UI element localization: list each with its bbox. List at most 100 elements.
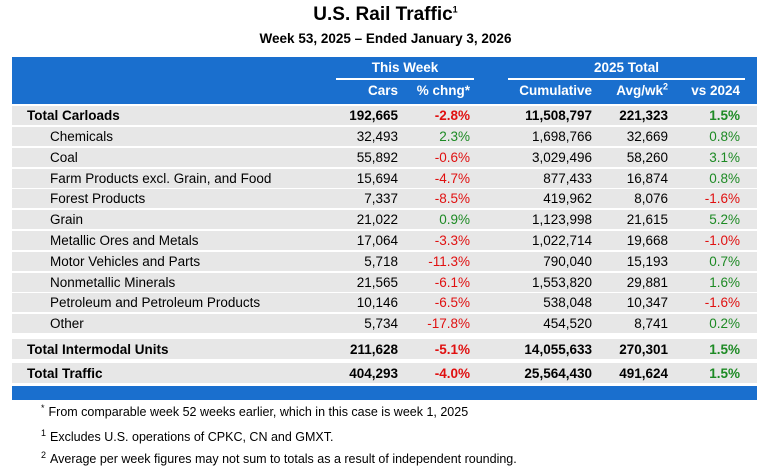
row-background xyxy=(12,189,757,209)
cell: 1.5% xyxy=(709,365,740,381)
title-text: U.S. Rail Traffic xyxy=(313,4,453,25)
cell: 5,718 xyxy=(364,253,398,269)
cell: 1.5% xyxy=(709,341,740,357)
cell: 491,624 xyxy=(619,365,668,381)
header-band xyxy=(12,57,757,104)
cell: 3,029,496 xyxy=(531,149,592,165)
row-label: Petroleum and Petroleum Products xyxy=(50,295,261,311)
cell: 1.5% xyxy=(709,108,740,123)
row-background xyxy=(12,339,757,359)
cell: -1.0% xyxy=(704,233,740,248)
cell: 0.8% xyxy=(709,170,740,186)
footnote: 2 Average per week figures may not sum to… xyxy=(41,449,517,466)
cell: 25,564,430 xyxy=(524,365,592,381)
cell: 7,337 xyxy=(364,191,398,207)
cell: -4.0% xyxy=(434,365,470,381)
row-background xyxy=(12,127,757,146)
row-label: Coal xyxy=(50,149,78,165)
cell: 5.2% xyxy=(709,212,740,228)
column-header: % chng* xyxy=(416,83,470,98)
row-background xyxy=(12,363,757,383)
cell: -6.5% xyxy=(434,295,470,311)
cell: 32,493 xyxy=(356,129,398,144)
cell: 14,055,633 xyxy=(524,341,592,357)
title-note: 1 xyxy=(452,4,458,15)
cell: 454,520 xyxy=(543,316,592,332)
cell: 15,193 xyxy=(626,253,668,269)
cell: -1.6% xyxy=(704,191,740,207)
row-label: Other xyxy=(50,316,84,332)
cell: 419,962 xyxy=(543,191,592,207)
cell: 19,668 xyxy=(626,233,668,248)
cell: 192,665 xyxy=(349,108,398,123)
cell: -4.7% xyxy=(434,170,470,186)
cell: 3.1% xyxy=(709,149,740,165)
cell: 211,628 xyxy=(349,341,398,357)
row-background xyxy=(12,231,757,250)
row-background xyxy=(12,106,757,125)
cell: -1.6% xyxy=(704,295,740,311)
cell: 1,553,820 xyxy=(531,274,592,290)
column-header: vs 2024 xyxy=(691,83,740,98)
column-header: Cumulative xyxy=(519,83,592,98)
cell: -0.6% xyxy=(434,149,470,165)
cell: 0.9% xyxy=(439,212,470,228)
cell: 0.7% xyxy=(709,253,740,269)
cell: 29,881 xyxy=(626,274,668,290)
column-header: Avg/wk2 xyxy=(616,81,668,98)
column-header: Cars xyxy=(367,83,398,98)
row-background xyxy=(12,147,757,167)
footnote-text: From comparable week 52 weeks earlier, w… xyxy=(48,405,469,419)
group-underline xyxy=(508,78,745,80)
row-background xyxy=(12,272,757,292)
footnote-mark: 2 xyxy=(41,449,47,460)
cell: 15,694 xyxy=(356,170,398,186)
cell: 0.8% xyxy=(709,129,740,144)
row-label: Nonmetallic Minerals xyxy=(50,274,176,290)
cell: 32,669 xyxy=(626,129,668,144)
cell: 2.3% xyxy=(439,129,470,144)
title: U.S. Rail Traffic1 xyxy=(0,4,771,26)
row-label: Grain xyxy=(50,212,84,228)
row-label: Total Traffic xyxy=(27,365,103,381)
cell: 8,741 xyxy=(634,316,668,332)
cell: -3.3% xyxy=(434,233,470,248)
row-label: Total Carloads xyxy=(27,108,120,123)
group-header: 2025 Total xyxy=(593,60,660,75)
row-label: Total Intermodal Units xyxy=(27,341,169,357)
group-header: This Week xyxy=(371,60,439,75)
cell: 5,734 xyxy=(364,316,398,332)
row-background xyxy=(12,210,757,230)
cell: 404,293 xyxy=(349,365,398,381)
cell: 17,064 xyxy=(356,233,398,248)
footnote-mark: * xyxy=(41,402,45,413)
cell: -2.8% xyxy=(434,108,470,123)
footnote-mark: 1 xyxy=(41,427,47,438)
cell: 55,892 xyxy=(356,149,398,165)
footnote: * From comparable week 52 weeks earlier, … xyxy=(41,402,469,419)
row-background xyxy=(12,293,757,313)
row-label: Farm Products excl. Grain, and Food xyxy=(50,170,272,186)
cell: 1.6% xyxy=(709,274,740,290)
row-label: Motor Vehicles and Parts xyxy=(50,253,201,269)
row-background xyxy=(12,314,757,334)
cell: 538,048 xyxy=(543,295,592,311)
cell: 21,022 xyxy=(356,212,398,228)
row-label: Metallic Ores and Metals xyxy=(50,233,199,248)
cell: 16,874 xyxy=(626,170,668,186)
cell: 270,301 xyxy=(619,341,668,357)
cell: -5.1% xyxy=(434,341,470,357)
cell: 1,698,766 xyxy=(531,129,592,144)
subtitle: Week 53, 2025 – Ended January 3, 2026 xyxy=(259,31,512,46)
footnote-text: Average per week figures may not sum to … xyxy=(50,452,517,466)
cell: -8.5% xyxy=(434,191,470,207)
cell: 1,022,714 xyxy=(531,233,592,248)
row-label: Chemicals xyxy=(50,129,114,144)
cell: -11.3% xyxy=(428,253,470,269)
cell: 8,076 xyxy=(634,191,668,207)
footnote: 1 Excludes U.S. operations of CPKC, CN an… xyxy=(41,427,333,444)
footer-band xyxy=(12,386,757,400)
column-note: 2 xyxy=(662,81,668,92)
cell: 221,323 xyxy=(619,108,668,123)
